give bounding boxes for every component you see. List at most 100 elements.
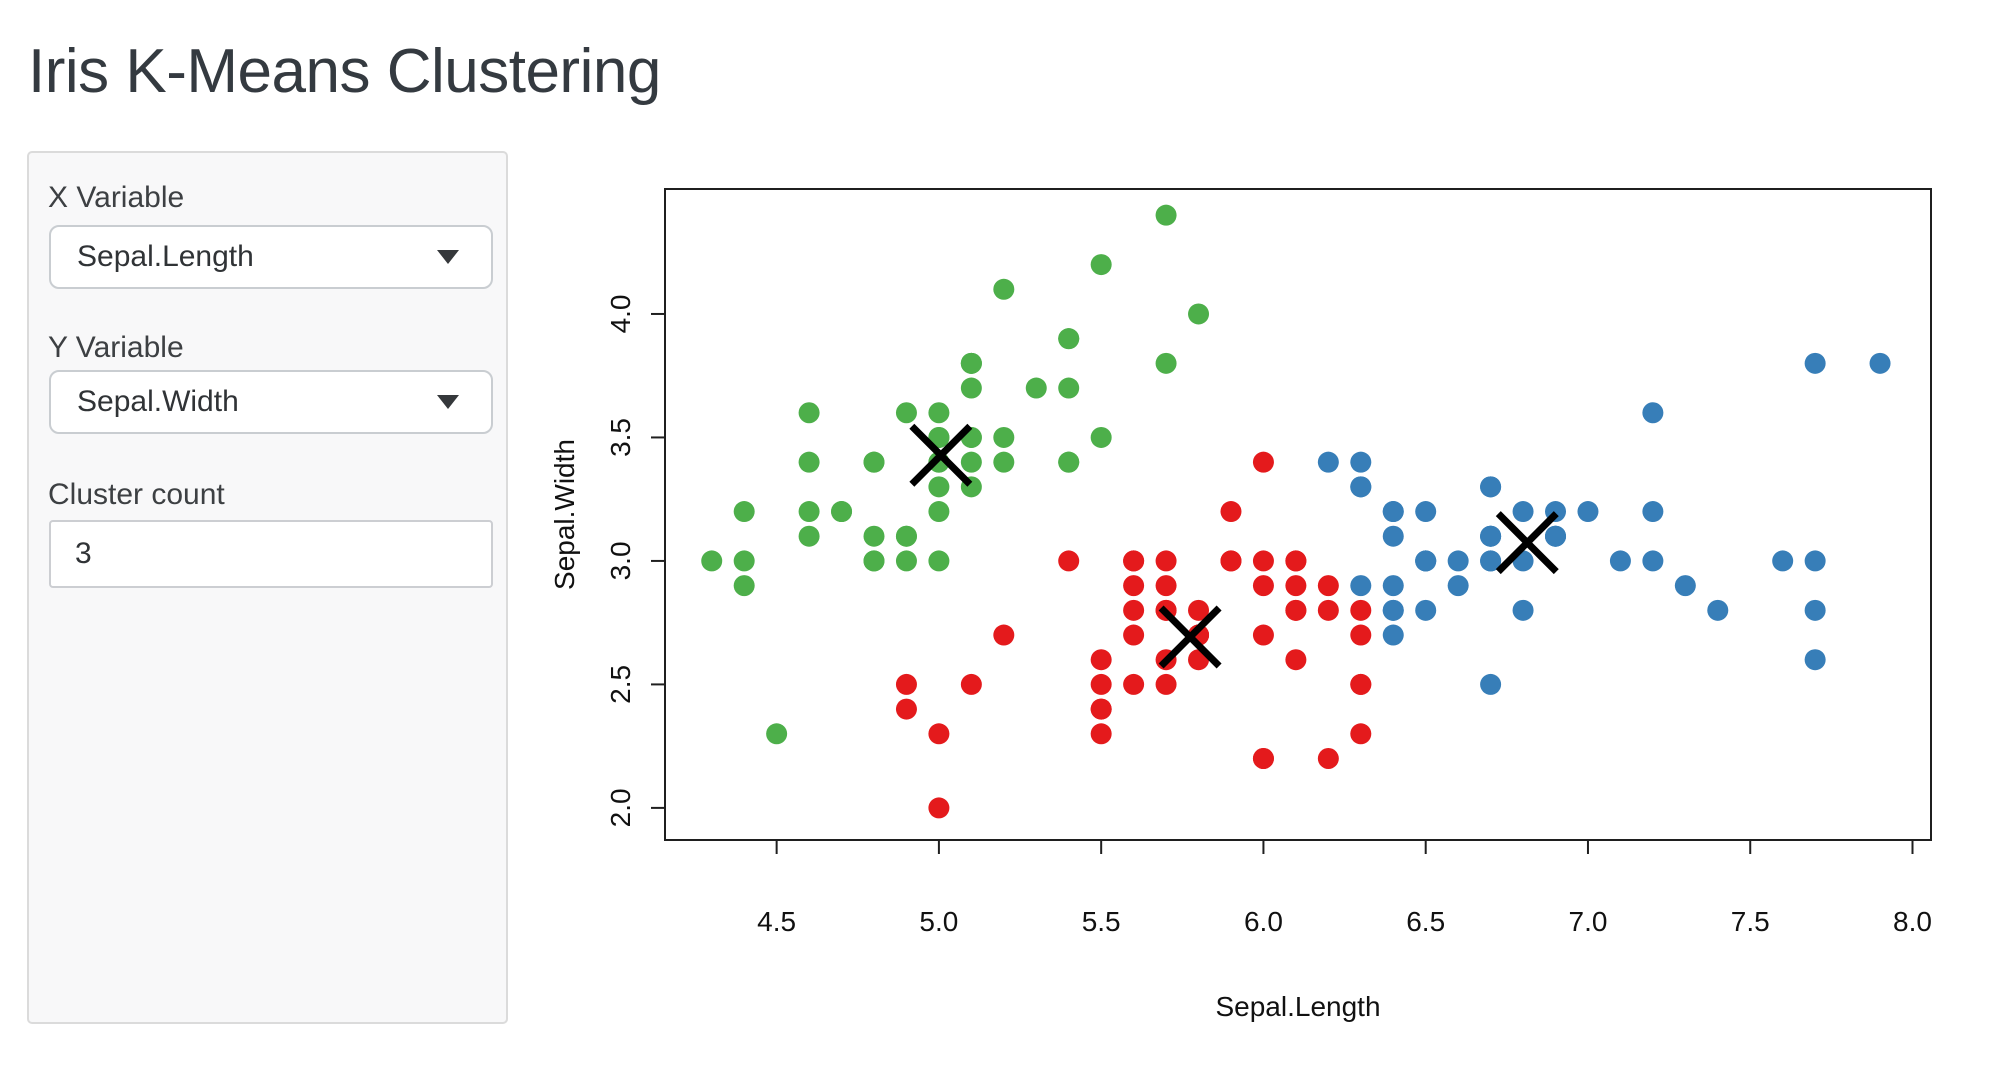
data-point-cluster-2-red [1188, 599, 1210, 621]
data-point-cluster-1-green [960, 352, 982, 374]
data-point-cluster-1-green [1155, 204, 1177, 226]
x-variable-label: X Variable [48, 181, 185, 214]
data-point-cluster-3-blue [1415, 501, 1437, 523]
data-point-cluster-3-blue [1382, 624, 1404, 646]
data-point-cluster-1-green [928, 426, 950, 448]
x-variable-select[interactable]: Sepal.Length [49, 225, 493, 289]
data-point-cluster-3-blue [1415, 599, 1437, 621]
cluster-center-marker [909, 423, 973, 487]
data-point-cluster-1-green [928, 476, 950, 498]
data-point-cluster-1-green [928, 402, 950, 424]
data-point-cluster-3-blue [1415, 550, 1437, 572]
data-point-cluster-3-blue [1512, 501, 1534, 523]
data-point-cluster-2-red [1252, 575, 1274, 597]
data-point-cluster-2-red [1285, 550, 1307, 572]
x-variable-selected-value: Sepal.Length [77, 240, 254, 273]
cluster-center-marker [1495, 511, 1559, 575]
data-point-cluster-2-red [1285, 599, 1307, 621]
x-axis-label: Sepal.Length [1215, 991, 1380, 1022]
data-point-cluster-3-blue [1480, 673, 1502, 695]
data-point-cluster-1-green [993, 278, 1015, 300]
dropdown-caret-icon [437, 395, 459, 409]
data-point-cluster-1-green [733, 550, 755, 572]
y-variable-select[interactable]: Sepal.Width [49, 370, 493, 434]
data-point-cluster-2-red [1090, 698, 1112, 720]
y-variable-selected-value: Sepal.Width [77, 385, 239, 418]
x-axis-tick-label: 7.0 [1569, 906, 1608, 937]
data-point-cluster-2-red [1252, 748, 1274, 770]
data-point-cluster-2-red [1350, 723, 1372, 745]
sidebar-panel: X Variable Sepal.Length Y Variable Sepal… [27, 151, 508, 1024]
data-point-cluster-1-green [895, 550, 917, 572]
data-point-cluster-2-red [1220, 501, 1242, 523]
data-point-cluster-2-red [1220, 550, 1242, 572]
data-point-cluster-1-green [798, 402, 820, 424]
x-axis-tick-label: 8.0 [1893, 906, 1932, 937]
data-point-cluster-2-red [1317, 599, 1339, 621]
cluster-count-label: Cluster count [48, 478, 225, 511]
data-point-cluster-3-blue [1480, 476, 1502, 498]
x-axis-tick-label: 6.0 [1244, 906, 1283, 937]
data-point-cluster-3-blue [1317, 451, 1339, 473]
data-point-cluster-3-blue [1512, 599, 1534, 621]
data-point-cluster-2-red [1285, 649, 1307, 671]
data-point-cluster-1-green [733, 575, 755, 597]
data-point-cluster-1-green [733, 501, 755, 523]
data-point-cluster-1-green [1058, 377, 1080, 399]
data-point-cluster-3-blue [1545, 525, 1567, 547]
data-point-cluster-2-red [1252, 451, 1274, 473]
data-point-cluster-2-red [1123, 575, 1145, 597]
data-point-cluster-2-red [895, 673, 917, 695]
y-axis-tick-label: 2.0 [605, 788, 636, 827]
data-point-cluster-2-red [1252, 624, 1274, 646]
data-point-cluster-3-blue [1382, 525, 1404, 547]
data-point-cluster-2-red [960, 673, 982, 695]
page-title: Iris K-Means Clustering [28, 37, 661, 106]
data-point-cluster-1-green [960, 377, 982, 399]
data-point-cluster-3-blue [1350, 451, 1372, 473]
data-point-cluster-3-blue [1804, 352, 1826, 374]
data-point-cluster-2-red [1350, 599, 1372, 621]
data-point-cluster-3-blue [1447, 575, 1469, 597]
x-axis-tick-label: 7.5 [1731, 906, 1770, 937]
data-point-cluster-2-red [1123, 624, 1145, 646]
data-point-cluster-2-red [1090, 649, 1112, 671]
data-point-cluster-3-blue [1772, 550, 1794, 572]
data-point-cluster-1-green [1058, 328, 1080, 350]
data-point-cluster-2-red [1090, 673, 1112, 695]
data-point-cluster-3-blue [1869, 352, 1891, 374]
data-point-cluster-1-green [766, 723, 788, 745]
y-axis-tick-label: 2.5 [605, 665, 636, 704]
data-point-cluster-1-green [798, 451, 820, 473]
data-point-cluster-1-green [928, 550, 950, 572]
data-point-cluster-2-red [1317, 575, 1339, 597]
data-point-cluster-2-red [993, 624, 1015, 646]
y-axis-tick-label: 4.0 [605, 294, 636, 333]
data-point-cluster-3-blue [1382, 599, 1404, 621]
data-point-cluster-2-red [1123, 599, 1145, 621]
x-axis-tick-label: 5.0 [919, 906, 958, 937]
data-point-cluster-1-green [895, 402, 917, 424]
cluster-count-input[interactable] [49, 520, 493, 588]
data-point-cluster-2-red [1350, 624, 1372, 646]
cluster-center-marker [1158, 605, 1222, 669]
data-point-cluster-2-red [895, 698, 917, 720]
data-point-cluster-3-blue [1707, 599, 1729, 621]
data-point-cluster-1-green [863, 550, 885, 572]
data-point-cluster-3-blue [1480, 550, 1502, 572]
data-point-cluster-3-blue [1382, 575, 1404, 597]
data-point-cluster-3-blue [1804, 550, 1826, 572]
data-point-cluster-1-green [1090, 426, 1112, 448]
data-point-cluster-3-blue [1382, 501, 1404, 523]
data-point-cluster-1-green [928, 501, 950, 523]
data-point-cluster-1-green [798, 501, 820, 523]
data-point-cluster-3-blue [1480, 525, 1502, 547]
data-point-cluster-2-red [1155, 575, 1177, 597]
data-point-cluster-2-red [1285, 575, 1307, 597]
data-point-cluster-1-green [863, 451, 885, 473]
data-point-cluster-1-green [993, 451, 1015, 473]
data-point-cluster-2-red [1058, 550, 1080, 572]
data-point-cluster-1-green [895, 525, 917, 547]
